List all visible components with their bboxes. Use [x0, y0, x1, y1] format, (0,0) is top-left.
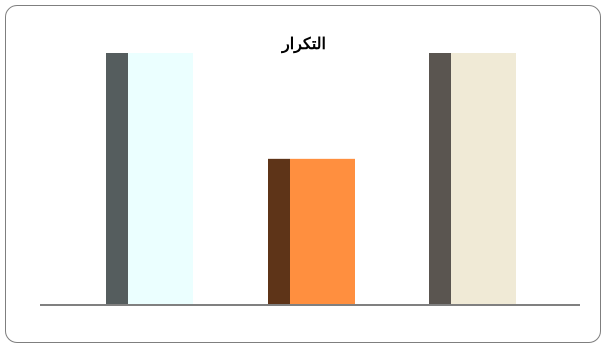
bar-2: [290, 158, 355, 305]
bars-group: [106, 53, 516, 305]
bar-1: [128, 53, 193, 305]
bar-side-3: [429, 53, 451, 305]
bar-side-1: [106, 53, 128, 305]
bar-side-2: [268, 158, 290, 305]
chart-title: التكرار: [281, 36, 326, 54]
bar-3: [451, 53, 516, 305]
